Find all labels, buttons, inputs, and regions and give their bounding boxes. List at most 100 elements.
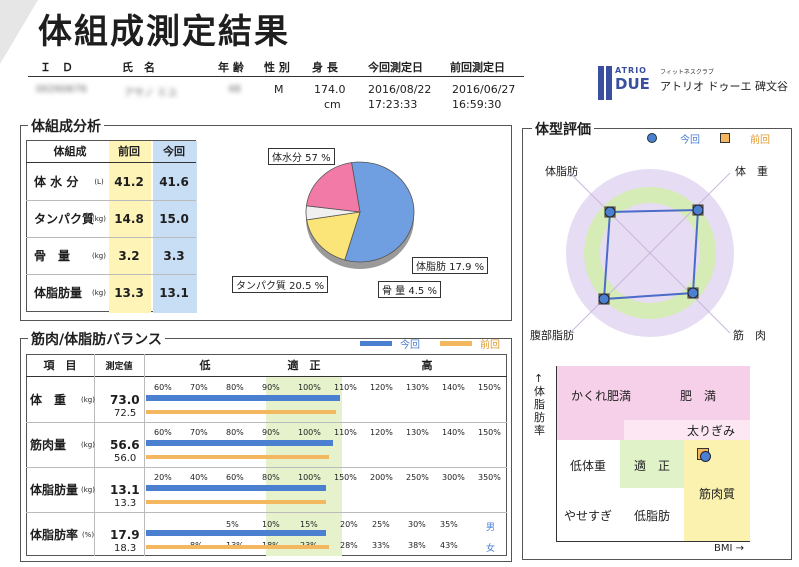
radar-axis-weight: 体 重 — [735, 165, 768, 178]
balance-legend-curr: 今回 — [400, 340, 420, 351]
bal-row-unit: (kg) — [81, 395, 95, 404]
current-time: 17:23:33 — [368, 98, 418, 111]
bal-row-unit: (kg) — [81, 485, 95, 494]
prev-column-bg — [109, 141, 151, 313]
name-value: アサノ ミユ — [124, 88, 177, 99]
bal-scale-label: 130% — [406, 428, 429, 437]
logo-roman-top: ATRIO — [615, 66, 647, 75]
bal-scale-female-label: 43% — [440, 541, 458, 550]
page-title: 体組成測定結果 — [38, 12, 290, 52]
bal-scale-male-label: 15% — [300, 520, 318, 529]
bal-scale-label: 300% — [442, 473, 465, 482]
comp-row-name: 体脂肪量 — [34, 286, 83, 300]
comp-row-curr: 15.0 — [159, 211, 189, 226]
bal-scale-female-label: 38% — [408, 541, 426, 550]
bal-row-curr-value: 56.6 — [110, 438, 140, 452]
pie-slice-water — [344, 161, 415, 263]
pie-label-bone: 骨 量 4.5 % — [378, 281, 441, 298]
zone-normal-bg — [620, 440, 684, 488]
radar-curr-point-fat — [604, 206, 616, 218]
bal-header-rule — [26, 376, 507, 377]
matrix-y-axis-label: ↑体脂肪率 — [534, 372, 545, 437]
bal-scale-female-label: 33% — [372, 541, 390, 550]
height-value: 174.0 — [314, 83, 346, 96]
bal-row-rule — [26, 422, 507, 423]
comp-header-rule — [26, 162, 196, 163]
bal-col-item: 項 目 — [43, 359, 77, 372]
bal-row-rule — [26, 467, 507, 468]
current-date: 2016/08/22 — [368, 83, 432, 96]
composition-section — [20, 125, 512, 321]
comp-row-curr: 41.6 — [159, 174, 189, 189]
normal-zone-bg — [266, 377, 342, 556]
comp-row-unit: (kg) — [92, 251, 106, 260]
comp-col-item: 体組成 — [53, 145, 87, 158]
bal-bar-current — [146, 440, 333, 446]
corner-fold — [0, 0, 38, 64]
bal-scale-label: 80% — [226, 428, 244, 437]
bal-scale-label: 150% — [478, 428, 501, 437]
bal-row-prev-value: 56.0 — [114, 453, 137, 464]
bal-scale-label: 90% — [262, 383, 280, 392]
comp-row-curr: 3.3 — [163, 248, 185, 263]
comp-row-curr: 13.1 — [159, 285, 189, 300]
bal-bar-previous — [146, 455, 330, 459]
bal-scale-label: 80% — [226, 383, 244, 392]
balance-title: 筋肉/体脂肪バランス — [28, 329, 165, 349]
comp-col-curr: 今回 — [163, 145, 185, 158]
bal-scale-label: 140% — [442, 428, 465, 437]
comp-row-rule — [26, 274, 196, 275]
pie-slice-fat — [306, 211, 361, 261]
radar-curr-point-muscle — [687, 287, 699, 299]
bal-scale-label: 100% — [298, 383, 321, 392]
name-label: 氏 名 — [122, 61, 155, 74]
zone-normal: 適 正 — [633, 458, 670, 473]
bal-scale-label: 120% — [370, 428, 393, 437]
zone-underweight: 低体重 — [569, 458, 606, 473]
zone-too-thin: やせすぎ — [563, 508, 612, 523]
previous-date: 2016/06/27 — [452, 83, 516, 96]
curr-column-bg — [153, 141, 197, 313]
logo-name: アトリオ ドゥーエ 碑文谷 — [660, 80, 788, 93]
radar-legend-curr-marker — [647, 133, 657, 143]
height-unit: cm — [324, 98, 341, 111]
pie-label-fat: 体脂肪 17.9 % — [412, 257, 489, 274]
matrix-curr-marker — [700, 451, 711, 462]
composition-table — [26, 140, 197, 313]
bal-col-normal: 適 正 — [287, 359, 321, 372]
bal-row-rule — [26, 512, 507, 513]
balance-legend-prev: 前回 — [480, 340, 500, 351]
bal-scale-male-label: 10% — [262, 520, 280, 529]
comp-col-prev: 前回 — [118, 145, 140, 158]
id-value: 00260676 — [36, 84, 87, 95]
comp-row-name: 体 水 分 — [34, 175, 79, 189]
balance-section — [20, 338, 512, 562]
previous-time: 16:59:30 — [452, 98, 502, 111]
logo-roman-bottom: DUE — [615, 75, 650, 93]
zone-hidden-obesity: かくれ肥満 — [570, 388, 631, 403]
bal-male-label: 男 — [486, 523, 496, 533]
logo-bar-right — [606, 66, 612, 100]
bal-bar-current — [146, 485, 326, 491]
bal-row-name: 体脂肪量 — [30, 483, 79, 497]
age-value: 48 — [228, 84, 241, 95]
zone-hidden-obesity-ext — [556, 420, 624, 440]
bal-row-name: 筋肉量 — [30, 438, 67, 452]
sex-value: M — [274, 83, 284, 96]
bal-scale-label: 100% — [298, 428, 321, 437]
comp-row-prev: 13.3 — [114, 285, 144, 300]
bal-row-curr-value: 17.9 — [110, 528, 140, 542]
bal-scale-label: 20% — [154, 473, 172, 482]
sex-label: 性 別 — [264, 61, 290, 74]
comp-row-name: 骨 量 — [34, 249, 71, 263]
bal-row-curr-value: 13.1 — [110, 483, 140, 497]
bal-col-div-2 — [144, 354, 145, 556]
comp-row-unit: (kg) — [92, 214, 106, 223]
current-date-label: 今回測定日 — [368, 61, 423, 74]
bal-scale-male-label: 30% — [408, 520, 426, 529]
bal-scale-label: 140% — [442, 383, 465, 392]
bal-scale-male-label: 35% — [440, 520, 458, 529]
bal-col-high: 高 — [421, 359, 433, 372]
comp-row-rule — [26, 237, 196, 238]
bal-scale-label: 110% — [334, 383, 357, 392]
